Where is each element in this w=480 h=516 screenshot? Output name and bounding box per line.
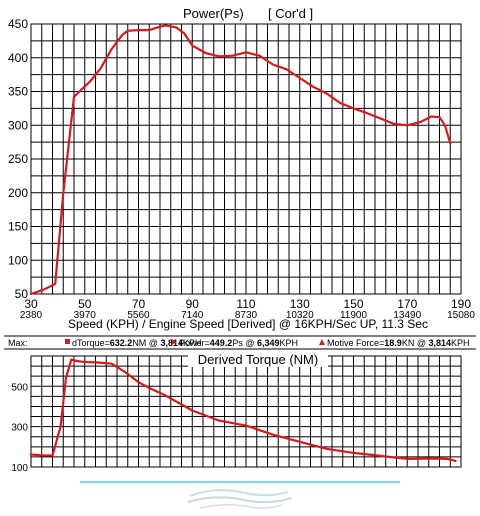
power-y-tick-label: 350	[8, 85, 28, 99]
max-summary-bar: Max: dTorque=632.2NM @ 3,814KPH Power=44…	[4, 335, 476, 350]
force-name: Motive Force=	[327, 338, 384, 348]
power-x-tick-label: 50	[78, 297, 92, 311]
power-y-tick-label: 300	[8, 118, 28, 132]
power-name: Power=	[179, 338, 210, 348]
power-x-tick-label: 110	[236, 297, 255, 311]
power-y-tick-label: 400	[8, 51, 28, 65]
power-y-tick-label: 200	[8, 186, 28, 200]
torque-title-backdrop	[188, 353, 328, 367]
force-at-unit: KPH	[451, 338, 470, 348]
power-chart: Power(Ps) [ Cor'd ] 50 100 150 200 250 300 350…	[8, 6, 475, 331]
force-value: 18.9	[384, 338, 402, 348]
force-at: 3,814	[428, 338, 451, 348]
power-x-tick-label: 90	[186, 297, 200, 311]
power-grid	[30, 23, 462, 295]
power-x-tick-label: 190	[451, 297, 471, 311]
torque-unit: NM @	[132, 338, 160, 348]
power-x-tick-label: 30	[24, 297, 38, 311]
torque-y-tick-label: 300	[11, 423, 28, 434]
torque-name: dTorque=	[72, 338, 110, 348]
torque-y-ticks: 100 300 500	[11, 382, 28, 474]
torque-value: 632.2	[110, 338, 133, 348]
power-at: 6,349	[257, 338, 280, 348]
torque-y-tick-label: 500	[11, 382, 28, 393]
power-x-rpm-label: 11900	[340, 310, 368, 321]
power-x-rpm-label: 10320	[286, 310, 314, 321]
torque-at: 3,814	[160, 338, 183, 348]
power-value: 449.2	[210, 338, 233, 348]
power-y-tick-label: 100	[8, 253, 28, 267]
torque-curve	[29, 358, 457, 462]
power-chart-subtitle: [ Cor'd ]	[268, 6, 313, 21]
max-power-readout: Power=449.2Ps @ 6,349KPH	[179, 338, 298, 348]
force-unit: KN @	[402, 338, 429, 348]
max-label: Max:	[8, 338, 28, 348]
power-y-tick-label: 250	[8, 152, 28, 166]
power-legend-icon	[172, 339, 177, 345]
page-footer	[80, 481, 400, 509]
power-at-unit: KPH	[279, 338, 298, 348]
torque-legend-icon	[65, 339, 70, 344]
torque-chart: 100 300 500 Derived Torque (NM)	[11, 352, 462, 474]
power-x-rpm-label: 5560	[127, 310, 150, 321]
power-x-rpm-label: 13490	[393, 310, 421, 321]
torque-grid	[30, 355, 462, 468]
power-x-rpm-label: 7140	[181, 310, 204, 321]
max-torque-readout: dTorque=632.2NM @ 3,814KPH	[72, 338, 202, 348]
torque-y-tick-label: 100	[11, 463, 28, 474]
power-x-tick-label: 170	[397, 297, 417, 311]
max-force-readout: Motive Force=18.9KN @ 3,814KPH	[327, 338, 470, 348]
power-unit: Ps @	[232, 338, 257, 348]
power-x-tick-label: 130	[290, 297, 310, 311]
power-x-tick-label: 70	[132, 297, 146, 311]
logo-watermark-icon	[187, 489, 293, 509]
torque-at-unit: KPH	[183, 338, 202, 348]
torque-chart-title: Derived Torque (NM)	[198, 352, 318, 367]
power-y-tick-label: 450	[8, 17, 28, 31]
power-x-ticks-rpm: 2380 3970 5560 7140 8730 10320 11900 13490 15080	[20, 310, 475, 321]
force-legend-icon	[319, 339, 325, 345]
power-y-tick-label: 50	[15, 287, 29, 301]
power-x-rpm-label: 2380	[20, 310, 43, 321]
power-chart-title: Power(Ps)	[183, 6, 244, 21]
power-x-ticks: 30 50 70 90 110 130 150 170 190	[24, 297, 471, 311]
power-x-rpm-label: 15080	[447, 310, 475, 321]
power-y-ticks: 50 100 150 200 250 300 350 400 450	[8, 17, 28, 301]
power-curve	[29, 24, 452, 296]
power-x-rpm-label: 3970	[74, 310, 97, 321]
power-y-tick-label: 150	[8, 220, 28, 234]
power-x-axis-label: Speed (KPH) / Engine Speed [Derived] @ 1…	[68, 317, 428, 331]
power-x-rpm-label: 8730	[235, 310, 258, 321]
power-x-tick-label: 150	[343, 297, 363, 311]
